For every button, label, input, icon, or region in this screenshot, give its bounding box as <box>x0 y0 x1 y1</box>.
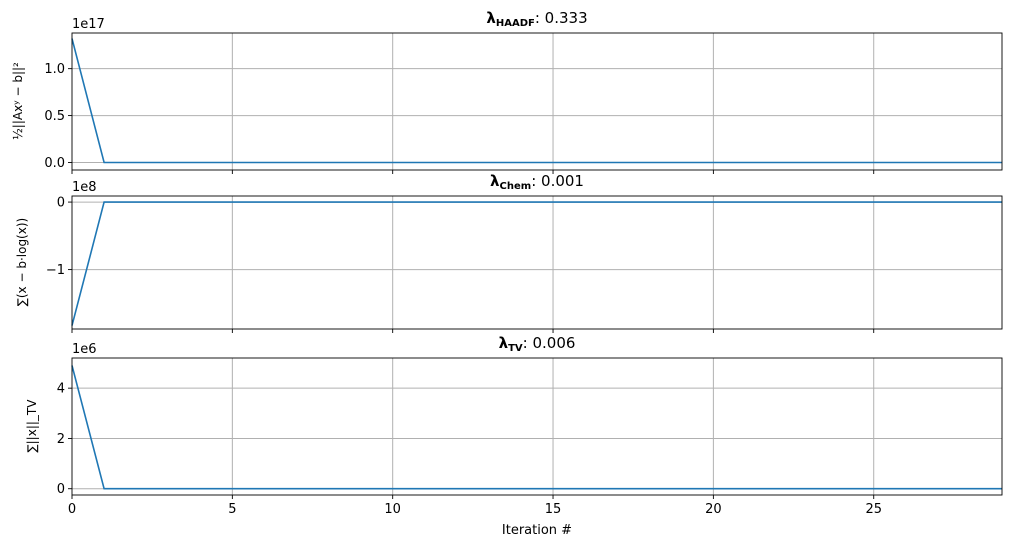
y-tick-label: 0.0 <box>44 156 65 171</box>
subplot-title: λTV: 0.006 <box>499 334 576 354</box>
y-tick-label: 2 <box>57 432 65 447</box>
series-line <box>71 38 1002 164</box>
axes-frame <box>71 357 1003 496</box>
subplot-2: 0 −1 1e8 λChem: 0.001 ∑(x − b·log(x)) <box>15 172 1003 333</box>
y-offset-label: 1e8 <box>72 180 97 195</box>
title-subscript: Chem <box>500 181 532 192</box>
title-subscript: TV <box>508 343 523 354</box>
title-subscript: HAADF <box>496 18 535 29</box>
y-axis-label: ∑(x − b·log(x)) <box>15 218 29 306</box>
subplot-title: λChem: 0.001 <box>490 172 584 192</box>
x-tick-label: 0 <box>68 502 76 517</box>
y-tick-label: 0.5 <box>44 109 65 124</box>
series-line <box>71 201 1002 326</box>
axes-frame <box>71 32 1003 171</box>
y-tick-label: 1.0 <box>44 62 65 77</box>
title-lambda: λ <box>490 172 500 190</box>
axes-frame <box>71 195 1003 330</box>
title-lambda: λ <box>499 334 509 352</box>
title-value: : 0.333 <box>535 9 588 27</box>
y-offset-label: 1e6 <box>72 342 97 357</box>
subplot-1: 0.0 0.5 1.0 1e17 λHAADF: 0.333 ½||Axʸ − b||² <box>11 9 1003 174</box>
x-axis-label: Iteration # <box>502 523 572 538</box>
y-offset-label: 1e17 <box>72 17 105 32</box>
x-tick-label: 20 <box>705 502 722 517</box>
y-tick-label: −1 <box>46 263 65 278</box>
x-tick-label: 25 <box>865 502 882 517</box>
y-axis-label: ½||Axʸ − b||² <box>11 62 25 140</box>
y-tick-label: 0 <box>57 482 65 497</box>
title-lambda: λ <box>486 9 496 27</box>
x-tick-label: 5 <box>228 502 236 517</box>
y-tick-label: 4 <box>57 382 65 397</box>
title-value: : 0.001 <box>531 172 584 190</box>
title-value: : 0.006 <box>523 334 576 352</box>
x-tick-label: 15 <box>545 502 562 517</box>
x-tick-label: 10 <box>384 502 401 517</box>
subplot-3: 0 2 4 0 5 10 15 20 25 1e6 λTV: 0.006 ∑||x||_TV <box>25 334 1003 517</box>
y-tick-label: 0 <box>57 196 65 211</box>
series-line <box>71 365 1002 490</box>
y-axis-label: ∑||x||_TV <box>25 399 39 453</box>
subplot-title: λHAADF: 0.333 <box>486 9 587 29</box>
